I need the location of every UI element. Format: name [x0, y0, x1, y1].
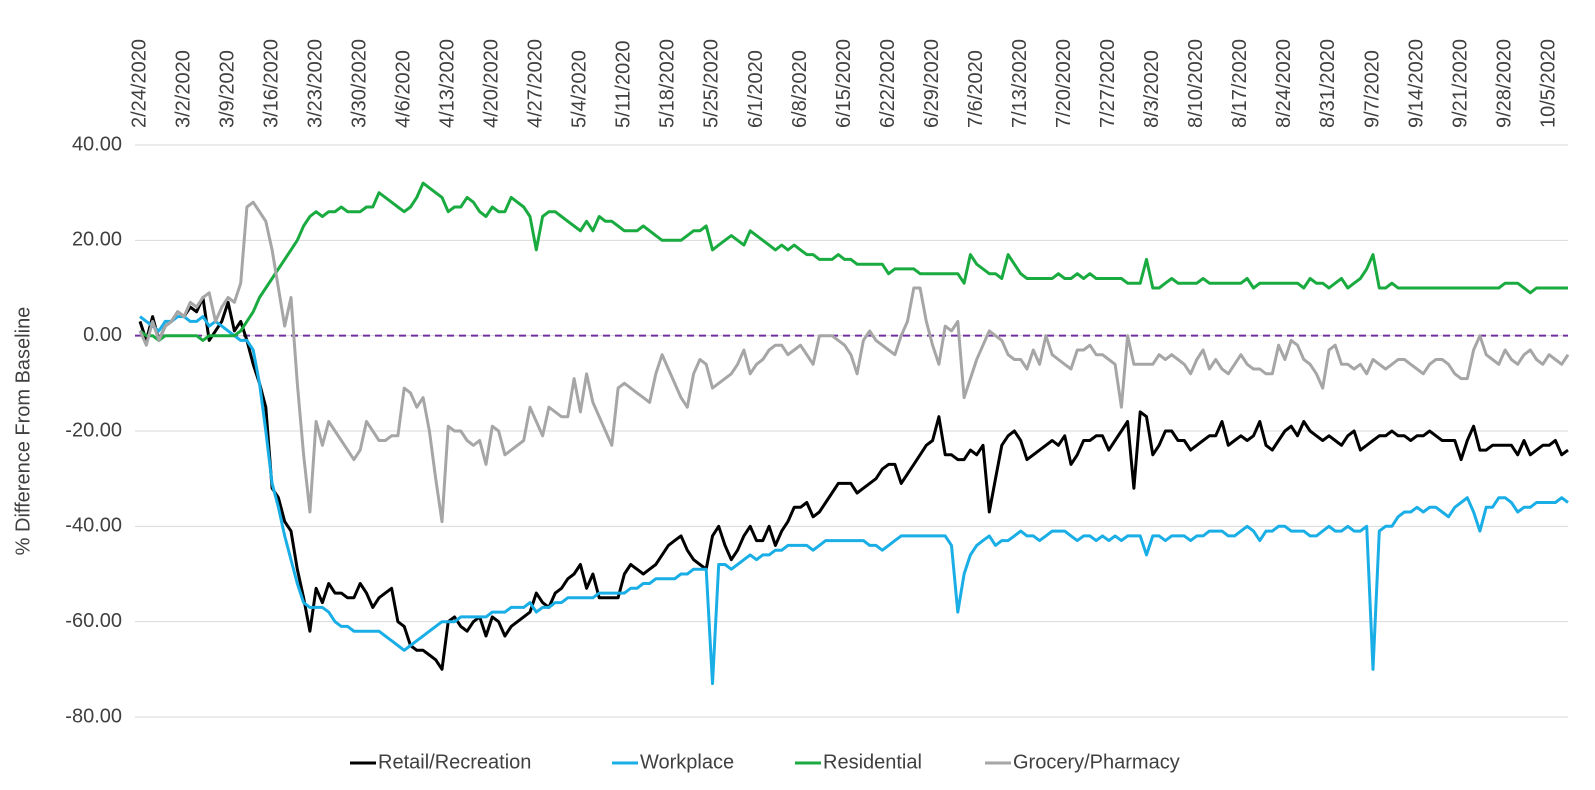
- x-tick-label: 9/14/2020: [1405, 39, 1427, 128]
- x-tick-label: 7/20/2020: [1053, 39, 1075, 128]
- x-tick-label: 7/13/2020: [1009, 39, 1031, 128]
- series-line: [139, 315, 1569, 686]
- y-tick-label: 0.00: [83, 324, 122, 346]
- y-axis-label: % Difference From Baseline: [12, 307, 34, 556]
- x-tick-label: 5/4/2020: [569, 50, 591, 128]
- x-tick-label: 6/15/2020: [833, 39, 855, 128]
- x-tick-label: 5/11/2020: [613, 41, 635, 129]
- x-tick-label: 4/6/2020: [392, 50, 414, 128]
- x-tick-label: 5/18/2020: [657, 39, 679, 128]
- x-tick-label: 3/2/2020: [172, 50, 194, 128]
- y-tick-label: -40.00: [65, 515, 122, 537]
- y-tick-label: -20.00: [65, 419, 122, 441]
- y-tick-label: 20.00: [72, 229, 122, 251]
- x-tick-label: 3/9/2020: [216, 50, 238, 128]
- legend-label: Residential: [823, 751, 922, 773]
- x-tick-label: 3/23/2020: [304, 39, 326, 128]
- x-tick-label: 6/1/2020: [745, 50, 767, 128]
- y-tick-label: -80.00: [65, 705, 122, 727]
- x-tick-label: 9/28/2020: [1493, 39, 1515, 128]
- x-tick-label: 8/3/2020: [1141, 50, 1163, 128]
- x-tick-label: 7/27/2020: [1097, 39, 1119, 128]
- x-tick-label: 8/10/2020: [1185, 39, 1207, 128]
- x-tick-label: 3/30/2020: [348, 39, 370, 128]
- x-tick-label: 4/13/2020: [437, 39, 459, 128]
- x-tick-label: 6/8/2020: [789, 50, 811, 128]
- legend-label: Grocery/Pharmacy: [1013, 751, 1180, 773]
- x-tick-label: 4/20/2020: [481, 39, 503, 128]
- x-tick-label: 6/29/2020: [921, 39, 943, 128]
- x-tick-label: 6/22/2020: [877, 39, 899, 128]
- legend-label: Retail/Recreation: [378, 751, 531, 773]
- x-tick-label: 2/24/2020: [128, 39, 150, 128]
- legend-label: Workplace: [640, 751, 734, 773]
- y-tick-label: 40.00: [72, 133, 122, 155]
- x-tick-label: 7/6/2020: [965, 50, 987, 128]
- x-tick-label: 5/25/2020: [701, 39, 723, 128]
- series-line: [138, 296, 1569, 671]
- x-tick-label: 9/21/2020: [1449, 39, 1471, 128]
- x-tick-label: 9/7/2020: [1361, 50, 1383, 128]
- x-tick-label: 8/24/2020: [1273, 39, 1295, 128]
- x-tick-label: 3/16/2020: [260, 39, 282, 128]
- x-tick-label: 8/17/2020: [1229, 39, 1251, 128]
- x-tick-label: 8/31/2020: [1317, 39, 1339, 128]
- series-line: [139, 181, 1568, 342]
- x-tick-label: 10/5/2020: [1537, 39, 1559, 128]
- series-line: [138, 200, 1570, 524]
- y-tick-label: -60.00: [65, 610, 122, 632]
- x-tick-label: 4/27/2020: [525, 39, 547, 128]
